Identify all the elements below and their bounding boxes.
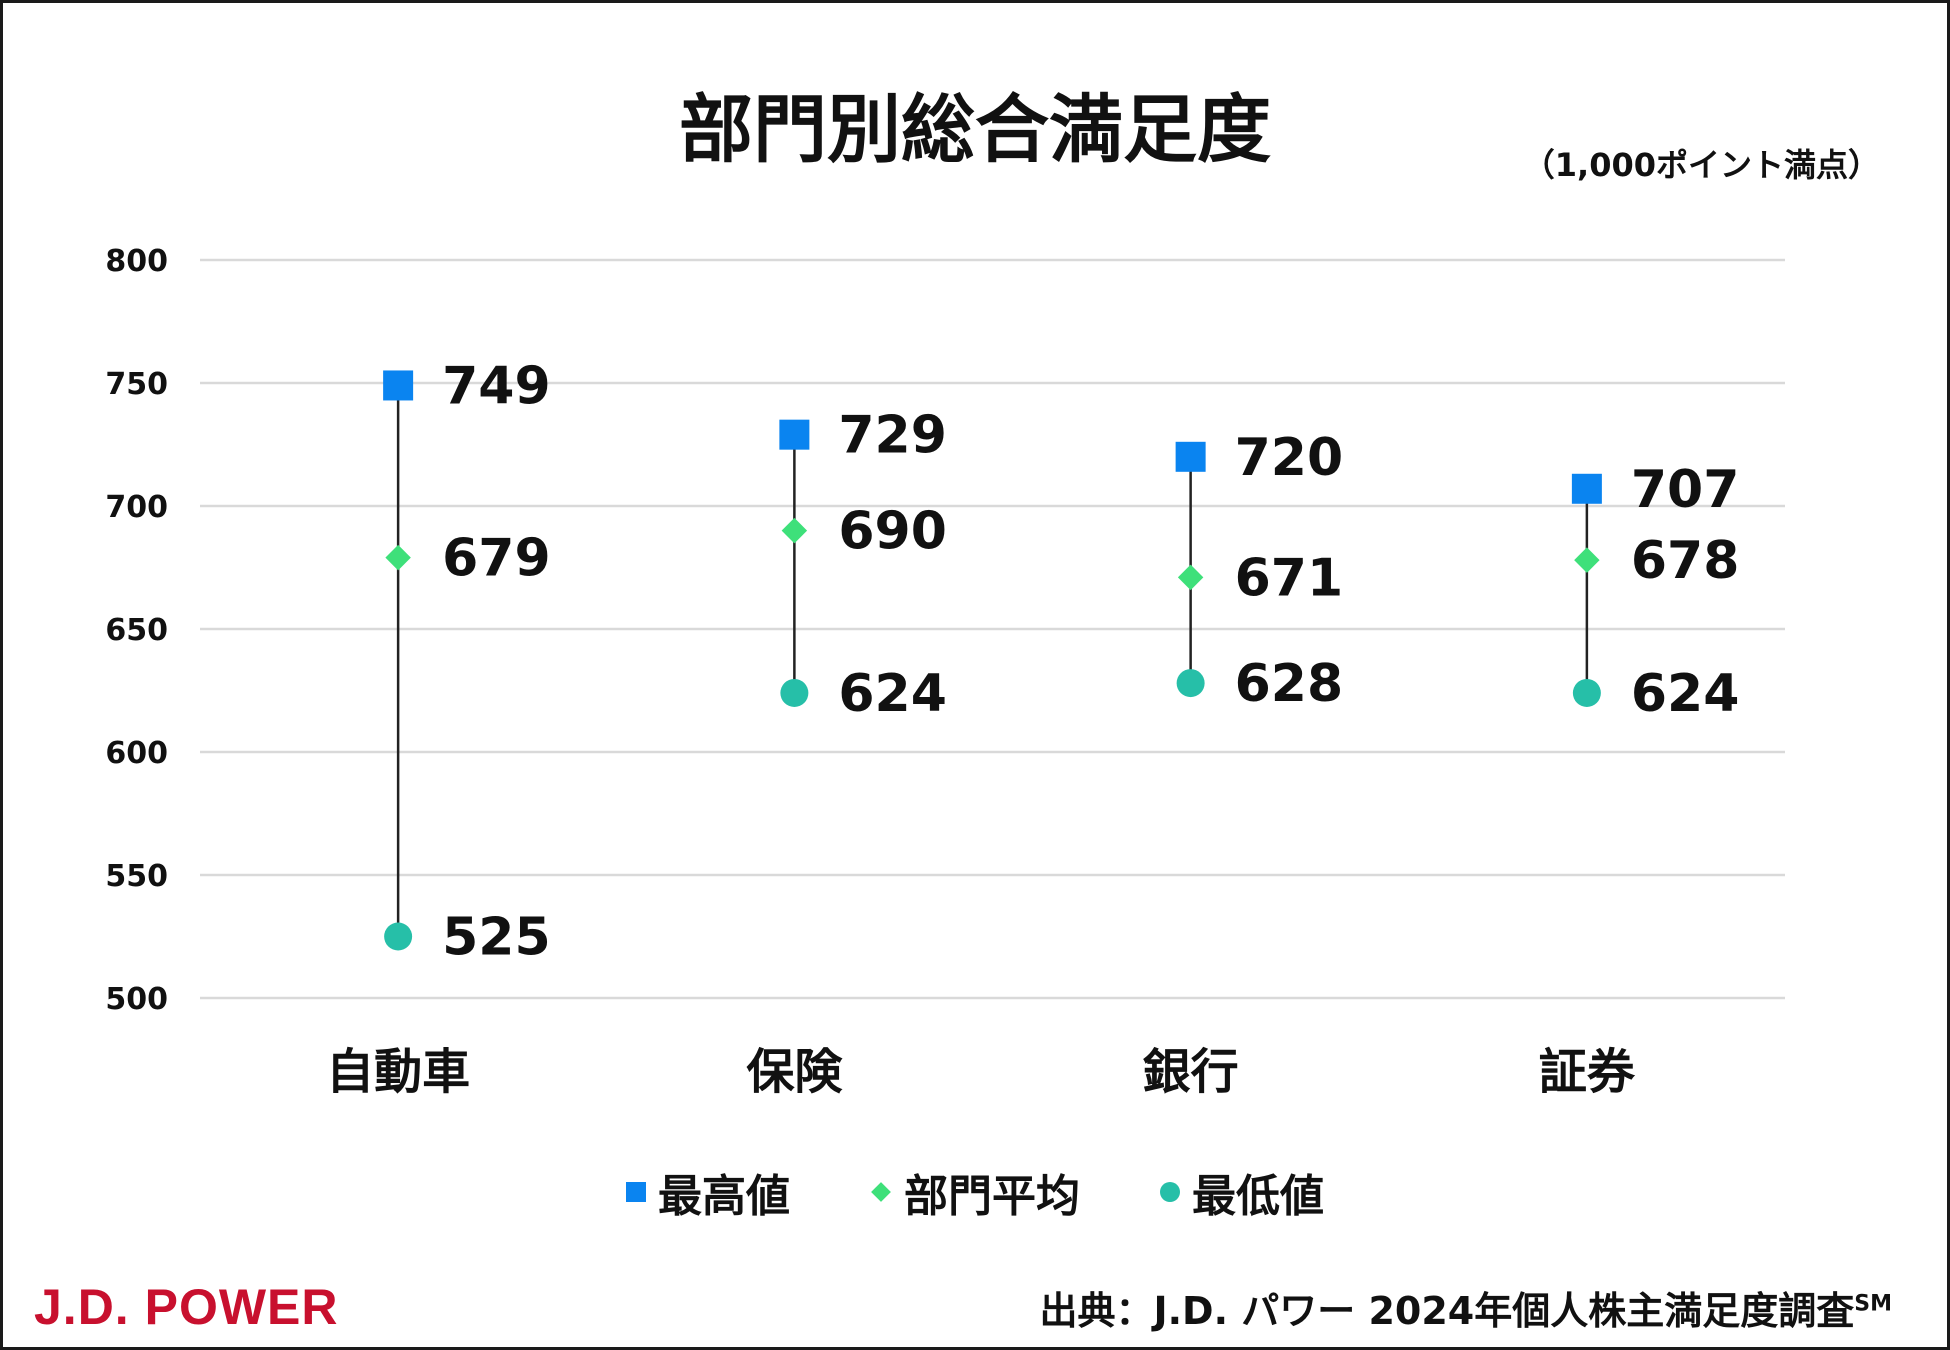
average-marker (781, 517, 808, 544)
data-label: 678 (1631, 531, 1740, 591)
min-marker (384, 922, 413, 951)
max-marker (779, 419, 810, 450)
average-marker (385, 544, 411, 571)
jd-power-logo: J.D. POWER (34, 1279, 339, 1335)
y-tick-label: 550 (105, 859, 168, 894)
x-category-label: 証券 (1539, 1044, 1636, 1100)
data-label: 720 (1235, 428, 1344, 488)
legend-item-min: 最低値 (1160, 1160, 1324, 1224)
max-marker (383, 370, 414, 401)
data-label: 707 (1631, 460, 1740, 520)
x-category-label: 銀行 (1143, 1044, 1239, 1100)
max-marker (1571, 473, 1602, 504)
y-tick-label: 800 (105, 244, 168, 279)
legend-label-max: 最高値 (658, 1171, 790, 1222)
y-tick-label: 750 (105, 367, 168, 402)
legend-item-average: 部門平均 (870, 1160, 1080, 1224)
average-marker (1177, 564, 1204, 591)
data-label: 525 (442, 908, 551, 968)
min-marker (1572, 678, 1601, 707)
data-label: 749 (442, 356, 551, 416)
min-marker (1176, 669, 1205, 698)
data-label: 671 (1235, 548, 1344, 608)
chart-title: 部門別総合満足度 (679, 87, 1271, 173)
data-label: 624 (838, 664, 947, 724)
diamond-marker-icon (871, 1182, 891, 1202)
service-mark: SM (1854, 1291, 1892, 1317)
min-marker (780, 678, 809, 707)
legend-item-max: 最高値 (626, 1160, 790, 1224)
data-label: 729 (838, 406, 947, 466)
source-text: 出典：J.D. パワー 2024年個人株主満足度調査 (1039, 1289, 1855, 1333)
data-label: 690 (838, 502, 947, 562)
x-category-label: 自動車 (326, 1044, 470, 1100)
data-label: 679 (442, 529, 551, 589)
legend-label-min: 最低値 (1192, 1171, 1324, 1222)
data-label: 624 (1631, 664, 1740, 724)
chart-legend: 最高値 部門平均 最低値 (0, 1160, 1950, 1224)
y-tick-label: 650 (105, 613, 168, 648)
x-category-label: 保険 (746, 1044, 843, 1100)
circle-marker-icon (1160, 1182, 1180, 1202)
legend-label-average: 部門平均 (904, 1171, 1080, 1222)
average-marker (1574, 547, 1600, 573)
y-tick-label: 700 (105, 490, 168, 525)
max-marker (1175, 441, 1206, 472)
source-note: 出典：J.D. パワー 2024年個人株主満足度調査SM (1039, 1280, 1892, 1335)
data-label: 628 (1235, 654, 1344, 714)
square-marker-icon (626, 1182, 646, 1202)
chart-plot: 800 750 700 650 600 550 500 自動車 保険 銀行 証券 749 729 720 7… (105, 244, 1785, 1100)
y-tick-label: 600 (105, 736, 168, 771)
unit-note: （1,000ポイント満点） (1522, 146, 1880, 184)
y-tick-label: 500 (105, 982, 168, 1017)
